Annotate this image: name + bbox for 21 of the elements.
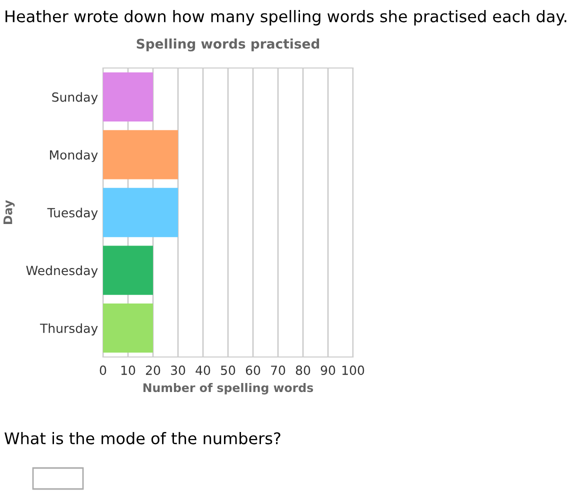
x-tick-label: 40 <box>196 366 210 376</box>
x-tick-label: 50 <box>221 366 236 376</box>
x-tick-label: 90 <box>320 366 336 376</box>
x-tick-label: 70 <box>271 366 286 376</box>
x-tick-label: 20 <box>146 366 160 376</box>
y-tick-label: Thursday <box>40 323 98 336</box>
y-tick-label: Wednesday <box>26 266 98 278</box>
x-tick-label: 80 <box>296 366 310 376</box>
y-tick-label: Monday <box>50 150 98 162</box>
text: What is the mode of the numbers? <box>4 432 280 444</box>
x-tick-label: 10 <box>121 366 136 376</box>
y-tick-label: Tuesday <box>47 208 98 220</box>
x-tick-label: 100 <box>342 366 364 376</box>
x-axis-title: Number of spelling words <box>143 382 314 395</box>
x-tick-label: 60 <box>246 366 260 376</box>
text: Heather wrote down how many spelling words she practised each day. <box>6 10 566 26</box>
chart-title: Spelling words practised <box>136 38 320 52</box>
y-axis-title: Day <box>4 200 15 224</box>
x-tick-label: 30 <box>171 366 186 376</box>
x-tick-label: 0 <box>100 366 106 376</box>
y-tick-label: Sunday <box>52 92 98 104</box>
